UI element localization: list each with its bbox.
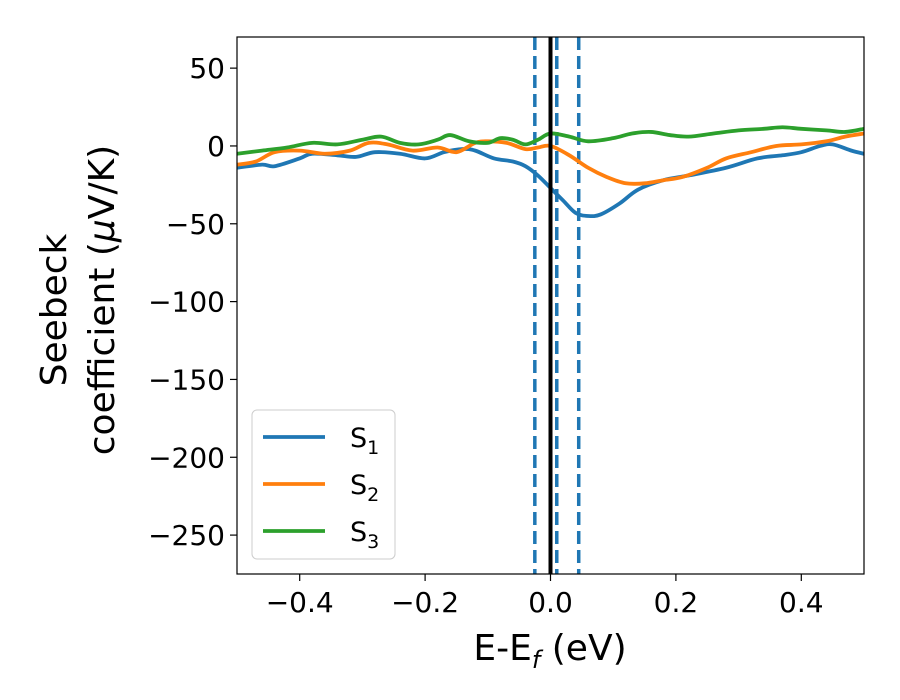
legend-label-s2: S2 — [350, 470, 379, 506]
series-line-s1 — [237, 142, 864, 219]
reference-lines — [533, 37, 581, 574]
y-tick-label: 50 — [189, 52, 225, 85]
x-axis-label-main: E-E — [473, 628, 531, 669]
x-tick-label: −0.4 — [266, 586, 334, 619]
y-axis-label-line2: coefficient (μV/K) — [82, 145, 123, 455]
x-tick-label: 0.0 — [528, 586, 573, 619]
y-tick-label: −150 — [148, 363, 225, 396]
y-tick-label: −250 — [148, 519, 225, 552]
series-line-s2 — [237, 131, 864, 186]
x-tick-label: 0.4 — [779, 586, 824, 619]
x-axis-ticks: −0.4 −0.2 0.0 0.2 0.4 — [266, 574, 824, 619]
y-axis-label: Seebeck coefficient (μV/K) — [34, 145, 123, 455]
y-tick-label: −200 — [148, 441, 225, 474]
x-axis-label-unit: (eV) — [540, 628, 626, 669]
y-axis-ticks: 50 0 −50 −100 −150 −200 −250 — [148, 52, 237, 552]
legend-label-s3: S3 — [350, 517, 379, 553]
x-tick-label: −0.2 — [391, 586, 459, 619]
y-axis-label-mu: μ — [82, 219, 123, 243]
y-tick-label: −100 — [148, 286, 225, 319]
legend-label-s1: S1 — [350, 423, 379, 459]
series-line-s3 — [237, 125, 864, 156]
y-axis-label-unit: V/K) — [82, 145, 123, 219]
x-tick-label: 0.2 — [654, 586, 699, 619]
y-axis-label-text: coefficient ( — [82, 242, 123, 455]
series-lines — [237, 37, 864, 574]
y-tick-label: −50 — [166, 208, 225, 241]
y-axis-label-line1: Seebeck — [34, 233, 75, 386]
y-tick-label: 0 — [207, 130, 225, 163]
legend: S1 S2 S3 — [251, 409, 396, 560]
x-axis-label: E-Ef (eV) — [473, 628, 626, 674]
